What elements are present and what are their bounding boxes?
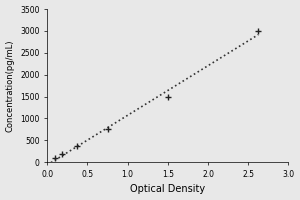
Y-axis label: Concentration(pg/mL): Concentration(pg/mL) — [6, 39, 15, 132]
X-axis label: Optical Density: Optical Density — [130, 184, 206, 194]
